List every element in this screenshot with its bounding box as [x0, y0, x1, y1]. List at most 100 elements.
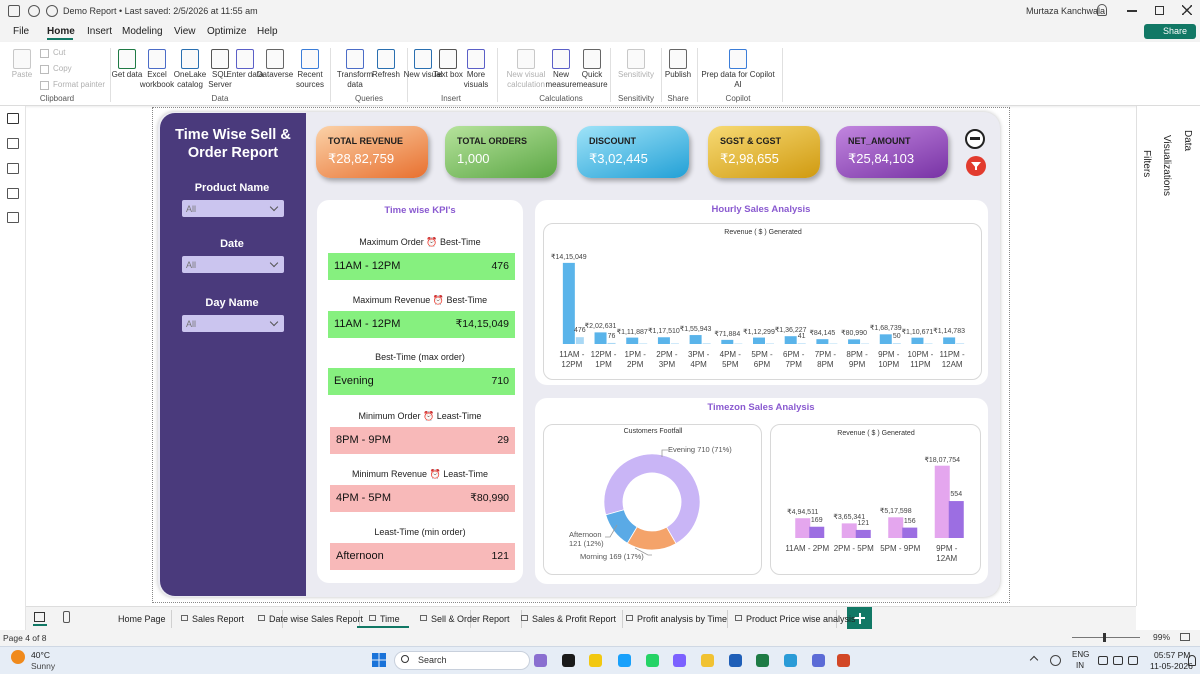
ribbon-button-label[interactable]: Sensitivity — [617, 70, 654, 79]
ribbon-button-label[interactable]: Cut — [53, 48, 66, 57]
start-button[interactable] — [372, 653, 386, 667]
ribbon-button-label[interactable]: Get data — [111, 70, 143, 79]
fit-page-icon[interactable] — [1180, 633, 1190, 641]
nav-icon[interactable] — [7, 113, 19, 124]
ribbon-small-icon[interactable] — [40, 49, 49, 58]
nav-icon[interactable] — [7, 163, 19, 174]
page-tab[interactable]: Time — [380, 614, 400, 624]
ribbon-icon[interactable] — [148, 49, 166, 69]
ribbon-button-label[interactable]: Copy — [53, 64, 72, 73]
ribbon-icon[interactable] — [236, 49, 254, 69]
pane-tab[interactable]: Visualizations — [1161, 135, 1172, 196]
ribbon-button-label[interactable]: Prep data for Copilot AI — [701, 70, 775, 89]
taskbar-app-icon[interactable] — [534, 654, 547, 667]
clock-date[interactable]: 11-05-2026 — [1150, 661, 1193, 671]
nav-icon[interactable] — [7, 188, 19, 199]
slicer-value[interactable]: All — [186, 260, 197, 270]
ribbon-icon[interactable] — [377, 49, 395, 69]
ribbon-button-label[interactable]: SQL Server — [208, 70, 232, 89]
mobile-view-icon[interactable] — [63, 611, 70, 623]
tab-icon[interactable] — [181, 615, 188, 621]
slicer-value[interactable]: All — [186, 319, 197, 329]
ribbon-button-label[interactable]: More visuals — [463, 70, 489, 89]
taskbar-app-icon[interactable] — [673, 654, 686, 667]
system-tray-icon[interactable] — [1128, 656, 1138, 665]
taskbar-app-icon[interactable] — [701, 654, 714, 667]
ribbon-icon[interactable] — [211, 49, 229, 69]
ribbon-button-label[interactable]: Text box — [433, 70, 463, 79]
ribbon-button-label[interactable]: Paste — [11, 70, 33, 79]
share-label[interactable]: Share — [1163, 26, 1188, 36]
user-icon[interactable] — [1097, 4, 1107, 16]
ribbon-icon[interactable] — [266, 49, 284, 69]
slicer-dropdown[interactable] — [182, 315, 284, 332]
close-button[interactable] — [1182, 5, 1192, 15]
tab-icon[interactable] — [521, 615, 528, 621]
nav-icon[interactable] — [7, 212, 19, 223]
slicer-dropdown[interactable] — [182, 200, 284, 217]
ribbon-icon[interactable] — [517, 49, 535, 69]
page-tab[interactable]: Home Page — [118, 614, 166, 624]
tray-icon[interactable] — [1050, 655, 1061, 666]
quick-access-icon[interactable] — [8, 5, 20, 17]
tab-icon[interactable] — [626, 615, 633, 621]
page-view-icon[interactable] — [34, 612, 45, 622]
menu-tab[interactable]: View — [174, 26, 196, 37]
back-arrow[interactable] — [970, 137, 980, 140]
ribbon-button-label[interactable]: Excel workbook — [139, 70, 175, 89]
ribbon-icon[interactable] — [583, 49, 601, 69]
tab-icon[interactable] — [258, 615, 265, 621]
tab-icon[interactable] — [735, 615, 742, 621]
maximize-button[interactable] — [1155, 6, 1164, 15]
keyboard-language[interactable]: ENG — [1072, 650, 1090, 659]
taskbar-app-icon[interactable] — [589, 654, 602, 667]
ribbon-icon[interactable] — [118, 49, 136, 69]
ribbon-button-label[interactable]: Quick measure — [576, 70, 608, 89]
ribbon-icon[interactable] — [181, 49, 199, 69]
ribbon-icon[interactable] — [552, 49, 570, 69]
taskbar-app-icon[interactable] — [729, 654, 742, 667]
share-button[interactable] — [1144, 24, 1196, 39]
nav-icon[interactable] — [7, 138, 19, 149]
taskbar-app-icon[interactable] — [837, 654, 850, 667]
quick-access-icon[interactable] — [46, 5, 58, 17]
clock-time[interactable]: 05:57 PM — [1154, 650, 1191, 660]
menu-tab[interactable]: Home — [47, 26, 75, 37]
page-tab[interactable]: Date wise Sales Report — [269, 614, 364, 624]
ribbon-icon[interactable] — [439, 49, 457, 69]
quick-access-icon[interactable] — [28, 5, 40, 17]
ribbon-small-icon[interactable] — [40, 81, 49, 90]
ribbon-icon[interactable] — [627, 49, 645, 69]
weather-icon[interactable] — [11, 650, 25, 664]
ribbon-button-label[interactable]: Dataverse — [256, 70, 294, 79]
page-tab[interactable]: Product Price wise analysis — [746, 614, 856, 624]
system-tray-icon[interactable] — [1098, 656, 1108, 665]
ribbon-small-icon[interactable] — [40, 65, 49, 74]
taskbar-app-icon[interactable] — [784, 654, 797, 667]
ribbon-button-label[interactable]: New visual calculation — [506, 70, 546, 89]
ribbon-button-label[interactable]: OneLake catalog — [173, 70, 207, 89]
zoom-thumb[interactable] — [1103, 633, 1106, 642]
page-tab[interactable]: Sales Report — [192, 614, 245, 624]
tab-icon[interactable] — [420, 615, 427, 621]
ribbon-icon[interactable] — [346, 49, 364, 69]
menu-tab[interactable]: Insert — [87, 26, 113, 37]
page-tab[interactable]: Sell & Order Report — [431, 614, 510, 624]
taskbar-app-icon[interactable] — [618, 654, 631, 667]
system-tray-icon[interactable] — [1113, 656, 1123, 665]
taskbar-app-icon[interactable] — [812, 654, 825, 667]
menu-tab[interactable]: Help — [257, 26, 278, 37]
weather-temp[interactable]: 40°C — [31, 650, 50, 660]
menu-tab[interactable]: File — [13, 26, 30, 37]
ribbon-button-label[interactable]: New visual — [403, 70, 443, 79]
ribbon-icon[interactable] — [467, 49, 485, 69]
search-box[interactable] — [394, 651, 530, 670]
slicer-dropdown[interactable] — [182, 256, 284, 273]
ribbon-icon[interactable] — [729, 49, 747, 69]
search-label[interactable]: Search — [418, 655, 447, 665]
page-tab[interactable]: Sales & Profit Report — [532, 614, 617, 624]
taskbar-app-icon[interactable] — [756, 654, 769, 667]
ribbon-button-label[interactable]: New measure — [545, 70, 577, 89]
ribbon-icon[interactable] — [414, 49, 432, 69]
ribbon-button-label[interactable]: Recent sources — [295, 70, 324, 89]
